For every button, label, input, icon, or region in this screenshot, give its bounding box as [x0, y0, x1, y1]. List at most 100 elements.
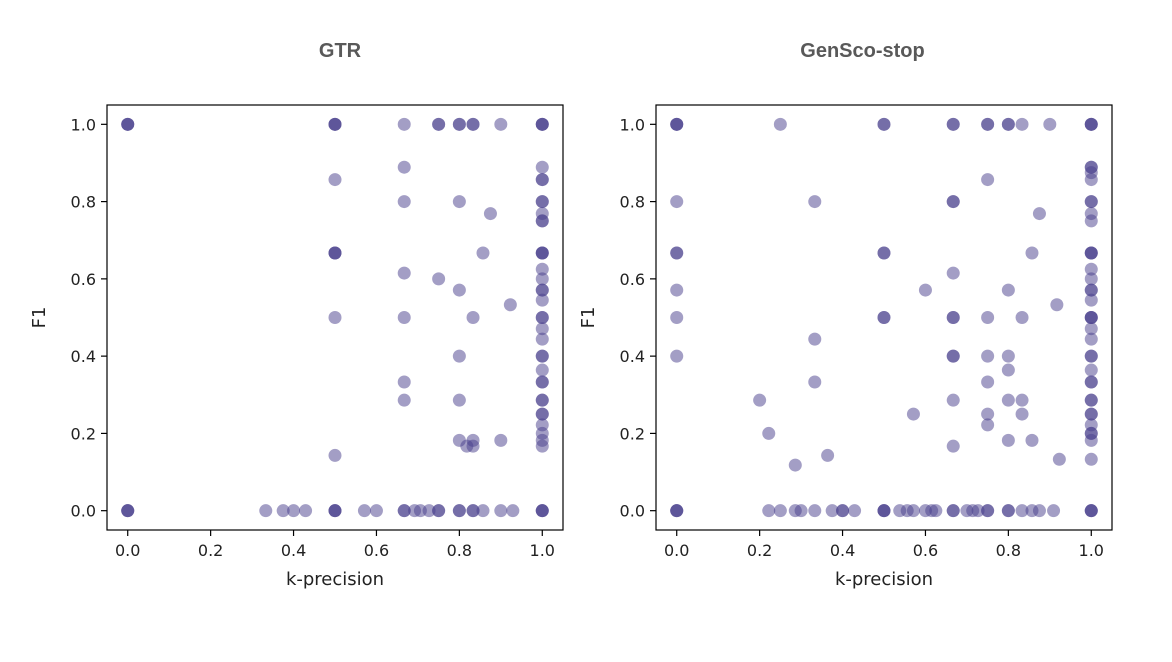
data-point	[946, 266, 960, 280]
data-point	[1084, 407, 1098, 421]
data-point	[1043, 117, 1057, 131]
data-point	[906, 504, 920, 518]
data-point	[466, 117, 480, 131]
data-point	[535, 332, 549, 346]
data-point	[946, 504, 960, 518]
y-tick-label: 0.2	[620, 424, 645, 443]
data-point	[670, 311, 684, 324]
data-point	[397, 160, 411, 174]
data-point	[397, 504, 411, 518]
data-point	[535, 262, 549, 276]
data-point	[877, 246, 891, 260]
data-point	[452, 504, 466, 518]
data-point	[466, 439, 480, 453]
data-point	[1084, 262, 1098, 276]
data-point	[476, 504, 490, 518]
data-point	[1015, 407, 1029, 421]
data-point	[1001, 363, 1015, 377]
data-point	[328, 246, 342, 260]
data-point	[535, 407, 549, 421]
data-point	[808, 504, 822, 518]
data-point	[981, 117, 995, 131]
data-point	[1052, 452, 1066, 466]
data-point	[788, 458, 802, 472]
data-point	[808, 375, 822, 389]
data-point	[1084, 433, 1098, 447]
y-tick-label: 0.0	[620, 502, 645, 521]
x-axis-label: k-precision	[835, 569, 933, 590]
data-point	[1001, 433, 1015, 447]
data-point	[452, 393, 466, 407]
y-tick-label: 0.2	[71, 424, 96, 443]
data-point	[397, 375, 411, 389]
data-point	[276, 504, 290, 518]
data-point	[1084, 293, 1098, 307]
data-point	[946, 393, 960, 407]
data-point	[1001, 283, 1015, 297]
data-point	[794, 504, 808, 518]
data-point	[494, 117, 508, 131]
x-tick-label: 0.4	[830, 541, 855, 560]
data-point	[1025, 433, 1039, 447]
data-point	[1084, 117, 1098, 131]
x-tick-label: 0.0	[664, 541, 689, 560]
data-point	[946, 311, 960, 324]
data-point	[773, 504, 787, 518]
data-point	[1084, 375, 1098, 389]
data-point	[836, 504, 850, 518]
data-point	[422, 504, 436, 518]
data-point	[821, 448, 835, 462]
data-point	[946, 117, 960, 131]
y-axis-label: F1	[29, 307, 50, 329]
data-point	[946, 195, 960, 209]
data-point	[981, 418, 995, 432]
data-point	[259, 504, 273, 518]
scatter-panel-2: 0.0 0.2 0.4 0.6 0.8 1.0 0.0 0.2 0.4 0.6 0.8 1.0 k-pr…	[578, 104, 1113, 590]
data-point	[1084, 246, 1098, 260]
data-point	[503, 298, 517, 312]
y-tick-label: 0.0	[71, 502, 96, 521]
x-tick-label: 0.2	[747, 541, 772, 560]
data-point	[808, 332, 822, 346]
y-tick-label: 0.8	[620, 193, 645, 212]
data-point	[483, 207, 497, 221]
data-point	[1084, 332, 1098, 346]
data-point	[1025, 246, 1039, 260]
data-point	[476, 246, 490, 260]
data-point	[328, 448, 342, 462]
data-point	[535, 283, 549, 297]
data-point	[670, 349, 684, 363]
data-point	[397, 117, 411, 131]
data-point	[773, 117, 787, 131]
data-point	[1084, 173, 1098, 187]
data-point	[452, 283, 466, 297]
data-point	[971, 504, 985, 518]
data-point	[929, 504, 943, 518]
data-point	[1084, 214, 1098, 228]
y-tick-label: 1.0	[620, 115, 645, 134]
data-point	[1084, 195, 1098, 209]
data-point	[981, 173, 995, 187]
data-point	[535, 173, 549, 187]
y-tick-label: 0.8	[71, 193, 96, 212]
data-point	[981, 349, 995, 363]
data-point	[299, 504, 313, 518]
data-point	[1084, 393, 1098, 407]
data-point	[535, 272, 549, 286]
data-point	[981, 375, 995, 389]
chart-title-gtr: GTR	[318, 40, 362, 62]
x-tick-label: 0.4	[281, 541, 306, 560]
data-point	[328, 504, 342, 518]
data-point	[328, 117, 342, 131]
data-point	[825, 504, 839, 518]
plot-frame	[655, 104, 1113, 531]
data-point	[397, 195, 411, 209]
data-point	[535, 246, 549, 260]
data-point	[357, 504, 371, 518]
y-tick-label: 0.6	[71, 270, 96, 289]
data-point	[877, 117, 891, 131]
data-point	[670, 195, 684, 209]
data-point	[981, 504, 995, 518]
data-point	[535, 117, 549, 131]
